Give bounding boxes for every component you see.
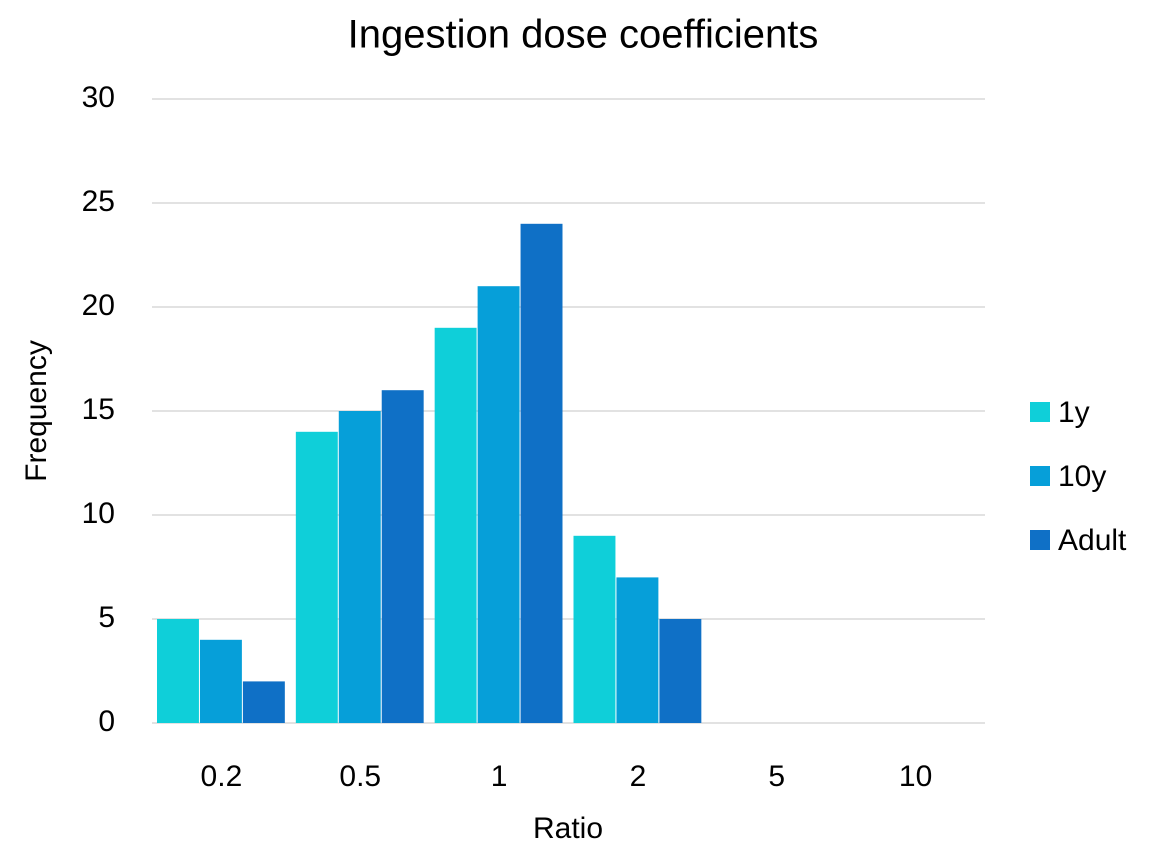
x-tick-label: 1 — [491, 760, 508, 793]
legend-swatch — [1030, 530, 1050, 550]
y-tick-label: 25 — [82, 185, 115, 218]
legend-swatch — [1030, 402, 1050, 422]
legend-label: 1y — [1058, 396, 1090, 429]
legend-label: 10y — [1058, 460, 1106, 493]
legend-label: Adult — [1058, 524, 1127, 557]
bar — [381, 390, 424, 723]
y-tick-label: 30 — [82, 81, 115, 114]
bar — [295, 431, 338, 723]
bar — [520, 223, 563, 724]
bar — [616, 577, 659, 723]
x-tick-label: 2 — [630, 760, 647, 793]
x-axis-title: Ratio — [533, 812, 603, 845]
y-tick-label: 10 — [82, 497, 115, 530]
chart-title: Ingestion dose coefficients — [348, 13, 819, 57]
legend-swatch — [1030, 466, 1050, 486]
x-tick-label: 10 — [899, 760, 932, 793]
y-tick-label: 15 — [82, 393, 115, 426]
bar — [477, 286, 520, 723]
y-tick-label: 20 — [82, 289, 115, 322]
y-tick-label: 5 — [98, 601, 115, 634]
y-axis-title: Frequency — [20, 340, 53, 482]
bar — [338, 411, 381, 723]
bar — [659, 619, 702, 723]
y-tick-label: 0 — [98, 705, 115, 738]
bar — [573, 535, 616, 723]
bar — [157, 619, 199, 723]
bar — [434, 327, 477, 723]
bar — [242, 681, 285, 723]
bar — [199, 639, 242, 723]
x-tick-label: 0.5 — [339, 760, 381, 793]
x-tick-label: 5 — [768, 760, 785, 793]
x-tick-label: 0.2 — [201, 760, 243, 793]
